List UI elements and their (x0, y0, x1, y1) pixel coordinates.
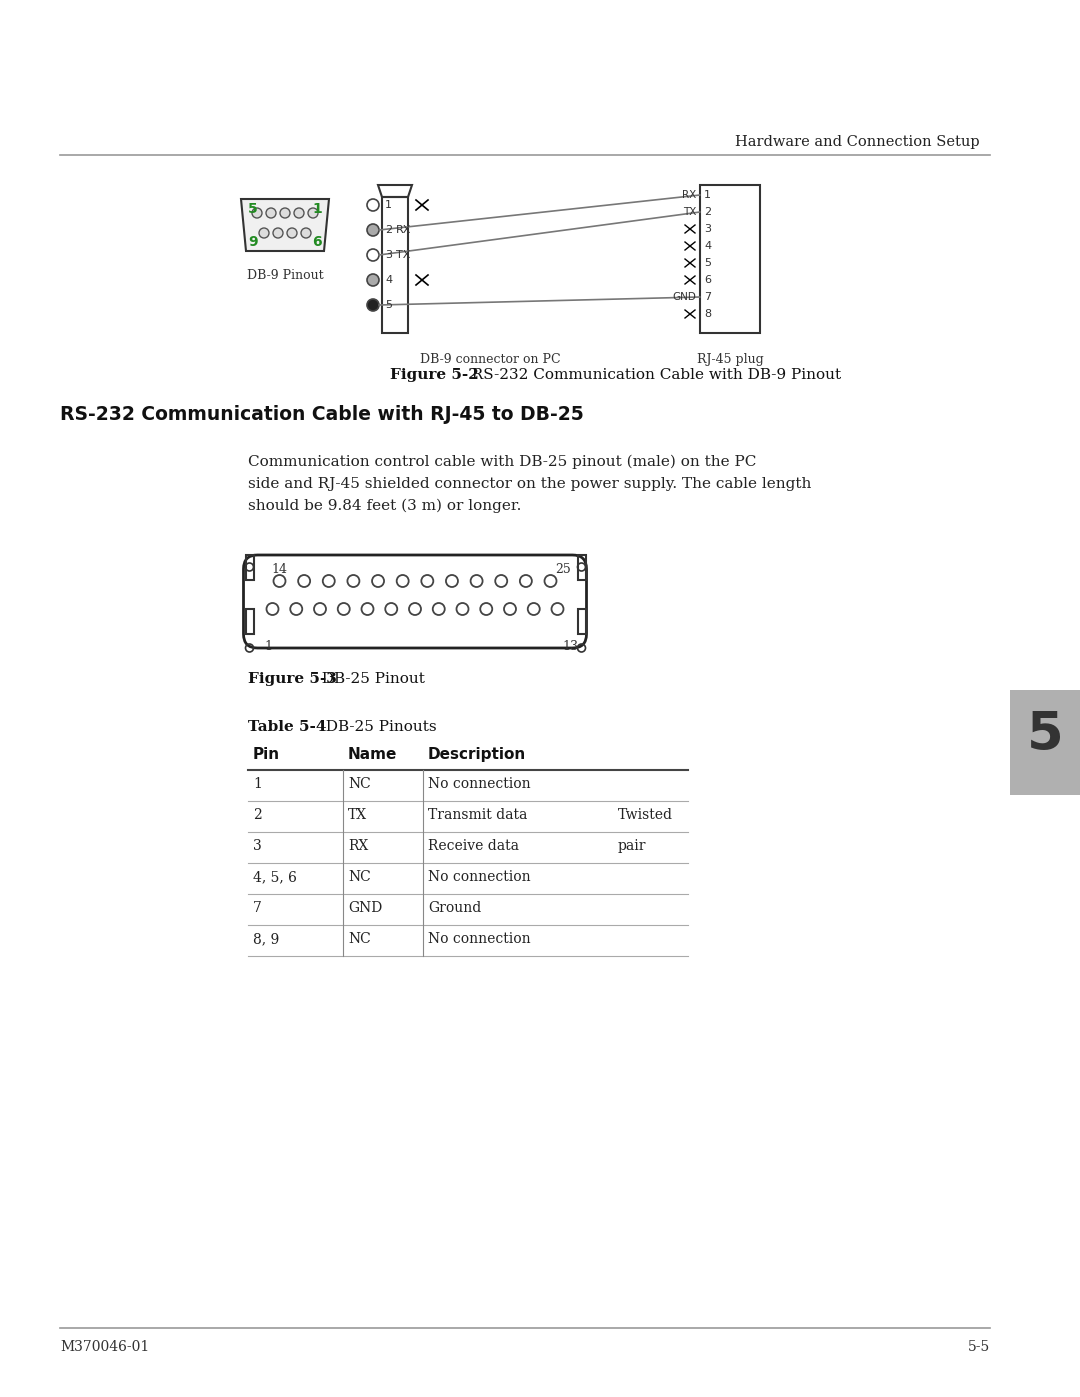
Text: 9: 9 (248, 235, 258, 249)
Text: M370046-01: M370046-01 (60, 1340, 149, 1354)
Text: 2: 2 (253, 807, 261, 821)
Text: 3: 3 (384, 250, 392, 260)
Circle shape (273, 228, 283, 237)
Text: Figure 5-2: Figure 5-2 (390, 367, 478, 381)
Polygon shape (241, 198, 329, 251)
Text: 1: 1 (253, 777, 261, 791)
Text: DB-9 connector on PC: DB-9 connector on PC (420, 353, 561, 366)
Circle shape (367, 249, 379, 261)
Text: Pin: Pin (253, 747, 280, 761)
Text: RS-232 Communication Cable with RJ-45 to DB-25: RS-232 Communication Cable with RJ-45 to… (60, 405, 584, 425)
Bar (382, 197, 408, 332)
Circle shape (259, 228, 269, 237)
Text: 6: 6 (704, 275, 711, 285)
Text: 5: 5 (248, 203, 258, 217)
Text: TX: TX (683, 207, 696, 217)
Circle shape (294, 208, 303, 218)
Text: NC: NC (348, 777, 370, 791)
Bar (1010, 690, 1080, 795)
Text: TX: TX (348, 807, 367, 821)
Text: Ground: Ground (428, 901, 482, 915)
Bar (245, 555, 254, 580)
Bar (578, 609, 585, 634)
Text: 2: 2 (704, 207, 711, 217)
Text: RJ-45 plug: RJ-45 plug (697, 353, 764, 366)
Text: 5: 5 (704, 258, 711, 268)
Circle shape (301, 228, 311, 237)
Text: side and RJ-45 shielded connector on the power supply. The cable length: side and RJ-45 shielded connector on the… (248, 476, 811, 490)
Text: 1: 1 (384, 200, 392, 210)
Text: 13: 13 (563, 640, 579, 652)
Text: Transmit data: Transmit data (428, 807, 527, 821)
Text: 5-5: 5-5 (968, 1340, 990, 1354)
Text: 3: 3 (704, 224, 711, 235)
Text: RX: RX (396, 225, 411, 235)
Text: Communication control cable with DB-25 pinout (male) on the PC: Communication control cable with DB-25 p… (248, 455, 756, 469)
Text: Twisted: Twisted (618, 807, 673, 821)
Text: DB-9 Pinout: DB-9 Pinout (246, 270, 323, 282)
Text: 5: 5 (1027, 708, 1064, 760)
Text: RX: RX (681, 190, 696, 200)
Text: Description: Description (428, 747, 526, 761)
Text: NC: NC (348, 932, 370, 946)
Text: 5: 5 (384, 300, 392, 310)
Text: RS-232 Communication Cable with DB-9 Pinout: RS-232 Communication Cable with DB-9 Pin… (462, 367, 841, 381)
Text: Name: Name (348, 747, 397, 761)
Text: No connection: No connection (428, 932, 530, 946)
Text: 8: 8 (704, 309, 711, 319)
Circle shape (367, 198, 379, 211)
Text: TX: TX (396, 250, 410, 260)
Text: 4: 4 (384, 275, 392, 285)
Text: Hardware and Connection Setup: Hardware and Connection Setup (735, 136, 980, 149)
Text: 3: 3 (253, 840, 261, 854)
Text: 6: 6 (312, 235, 322, 249)
Bar (578, 555, 585, 580)
Text: Receive data: Receive data (428, 840, 519, 854)
Text: should be 9.84 feet (3 m) or longer.: should be 9.84 feet (3 m) or longer. (248, 499, 522, 513)
Circle shape (367, 224, 379, 236)
Circle shape (280, 208, 291, 218)
Text: Figure 5-3: Figure 5-3 (248, 672, 337, 686)
Text: RX: RX (348, 840, 368, 854)
Circle shape (367, 274, 379, 286)
Circle shape (367, 299, 379, 312)
Text: No connection: No connection (428, 777, 530, 791)
Text: DB-25 Pinout: DB-25 Pinout (312, 672, 424, 686)
Circle shape (308, 208, 318, 218)
Text: GND: GND (672, 292, 696, 302)
Text: 8, 9: 8, 9 (253, 932, 280, 946)
Text: 4, 5, 6: 4, 5, 6 (253, 870, 297, 884)
Circle shape (252, 208, 262, 218)
Text: 14: 14 (271, 563, 287, 576)
Text: NC: NC (348, 870, 370, 884)
Text: 7: 7 (704, 292, 711, 302)
Bar (245, 609, 254, 634)
Circle shape (266, 208, 276, 218)
Text: 7: 7 (253, 901, 261, 915)
Text: GND: GND (348, 901, 382, 915)
Text: 1: 1 (265, 640, 272, 652)
Text: Table 5-4: Table 5-4 (248, 719, 326, 733)
Text: 1: 1 (312, 203, 322, 217)
Text: 1: 1 (704, 190, 711, 200)
Bar (700, 184, 760, 332)
Text: pair: pair (618, 840, 647, 854)
Text: DB-25 Pinouts: DB-25 Pinouts (316, 719, 436, 733)
FancyBboxPatch shape (243, 555, 586, 648)
Circle shape (287, 228, 297, 237)
Text: 2: 2 (384, 225, 392, 235)
Text: 4: 4 (704, 242, 711, 251)
Text: No connection: No connection (428, 870, 530, 884)
Text: 25: 25 (555, 563, 571, 576)
